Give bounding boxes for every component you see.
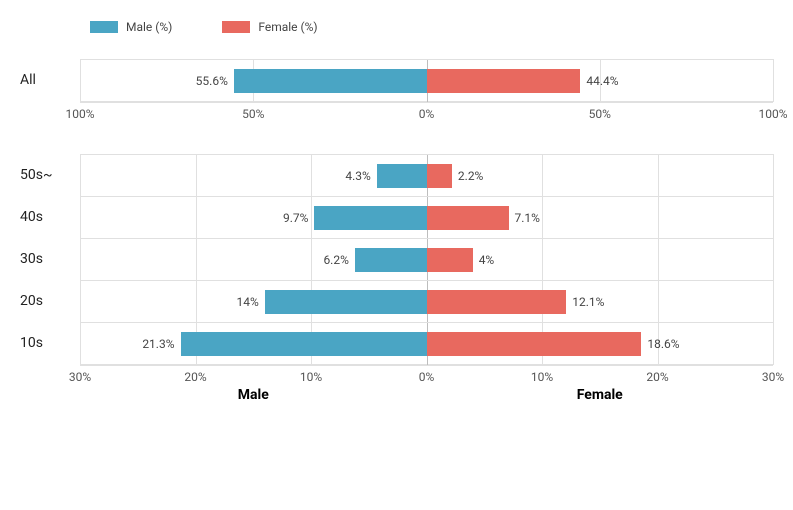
value-label-male: 21.3% xyxy=(142,337,180,351)
bar-female: 7.1% xyxy=(427,206,509,230)
value-label-female: 18.6% xyxy=(641,337,679,351)
axis-tick: 100% xyxy=(65,107,94,121)
row-label: 40s xyxy=(20,209,80,225)
value-label-male: 6.2% xyxy=(323,253,354,267)
row-plot: 9.7%7.1% xyxy=(80,196,773,238)
legend-item-male: Male (%) xyxy=(90,20,172,34)
axis-tick: 100% xyxy=(758,107,787,121)
axis-tick: 30% xyxy=(69,370,91,384)
bar-male: 9.7% xyxy=(314,206,426,230)
chart-row: 30s6.2%4% xyxy=(20,238,773,280)
bar-female: 2.2% xyxy=(427,164,452,188)
value-label-male: 4.3% xyxy=(345,169,376,183)
chart-row: 40s9.7%7.1% xyxy=(20,196,773,238)
axis-title-male: Male xyxy=(80,387,427,403)
value-label-female: 12.1% xyxy=(566,295,604,309)
bar-female: 4% xyxy=(427,248,473,272)
row-plot: 14%12.1% xyxy=(80,280,773,322)
axis-tick: 50% xyxy=(242,107,264,121)
legend-swatch-female xyxy=(222,21,250,33)
bar-male: 55.6% xyxy=(234,69,427,93)
bar-female: 12.1% xyxy=(427,290,567,314)
row-label: 50s~ xyxy=(20,167,80,183)
legend-swatch-male xyxy=(90,21,118,33)
axis-tick: 50% xyxy=(589,107,611,121)
axis-tick: 0% xyxy=(419,107,435,121)
chart-row: 20s14%12.1% xyxy=(20,280,773,322)
row-plot: 4.3%2.2% xyxy=(80,154,773,196)
axis-titles: Male Female xyxy=(80,387,773,403)
axis-tick: 10% xyxy=(531,370,553,384)
bar-female: 44.4% xyxy=(427,69,581,93)
chart-row: 10s21.3%18.6% xyxy=(20,322,773,364)
row-plot: 55.6%44.4% xyxy=(80,59,773,101)
value-label-female: 4% xyxy=(473,253,495,267)
bar-male: 4.3% xyxy=(377,164,427,188)
value-label-male: 9.7% xyxy=(283,211,314,225)
top-axis: 100%50%0%50%100% xyxy=(80,102,773,124)
legend-item-female: Female (%) xyxy=(222,20,317,34)
bar-male: 21.3% xyxy=(181,332,427,356)
value-label-female: 7.1% xyxy=(509,211,540,225)
axis-tick: 0% xyxy=(419,370,435,384)
row-label: 10s xyxy=(20,335,80,351)
axis-tick: 10% xyxy=(300,370,322,384)
row-label: All xyxy=(20,72,80,88)
axis-tick: 20% xyxy=(184,370,206,384)
row-plot: 6.2%4% xyxy=(80,238,773,280)
legend: Male (%) Female (%) xyxy=(90,20,773,34)
legend-label-female: Female (%) xyxy=(258,20,317,34)
value-label-male: 55.6% xyxy=(196,74,234,88)
chart-row: All55.6%44.4% xyxy=(20,59,773,101)
bar-male: 14% xyxy=(265,290,427,314)
bottom-axis: 30%20%10%0%10%20%30% xyxy=(80,365,773,387)
bottom-chart: 50s~4.3%2.2%40s9.7%7.1%30s6.2%4%20s14%12… xyxy=(20,154,773,403)
row-plot: 21.3%18.6% xyxy=(80,322,773,364)
row-label: 20s xyxy=(20,293,80,309)
bar-male: 6.2% xyxy=(355,248,427,272)
value-label-female: 2.2% xyxy=(452,169,483,183)
value-label-male: 14% xyxy=(237,295,265,309)
legend-label-male: Male (%) xyxy=(126,20,172,34)
value-label-female: 44.4% xyxy=(580,74,618,88)
row-label: 30s xyxy=(20,251,80,267)
axis-title-female: Female xyxy=(427,387,774,403)
axis-tick: 30% xyxy=(762,370,784,384)
bar-female: 18.6% xyxy=(427,332,642,356)
top-chart: All55.6%44.4% 100%50%0%50%100% xyxy=(20,59,773,124)
chart-row: 50s~4.3%2.2% xyxy=(20,154,773,196)
axis-tick: 20% xyxy=(646,370,668,384)
